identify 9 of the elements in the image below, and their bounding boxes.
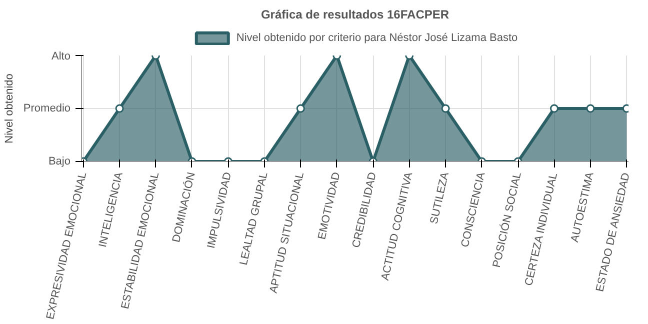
x-tick-label: SUTILEZA (428, 170, 452, 226)
category-label: Alto (52, 50, 71, 62)
legend-label: Nivel obtenido por criterio para Néstor José Lizama Basto (236, 32, 518, 44)
y-axis-title: Nivel obtenido (3, 74, 16, 144)
chart-title: Gráfica de resultados 16FACPER (260, 8, 450, 22)
x-tick-label: LEALTAD GRUPAL (238, 171, 270, 266)
x-tick-label: ESTADO DE ANSIEDAD (594, 172, 632, 293)
category-label: Bajo (48, 156, 71, 168)
category-label: Promedio (23, 102, 70, 114)
